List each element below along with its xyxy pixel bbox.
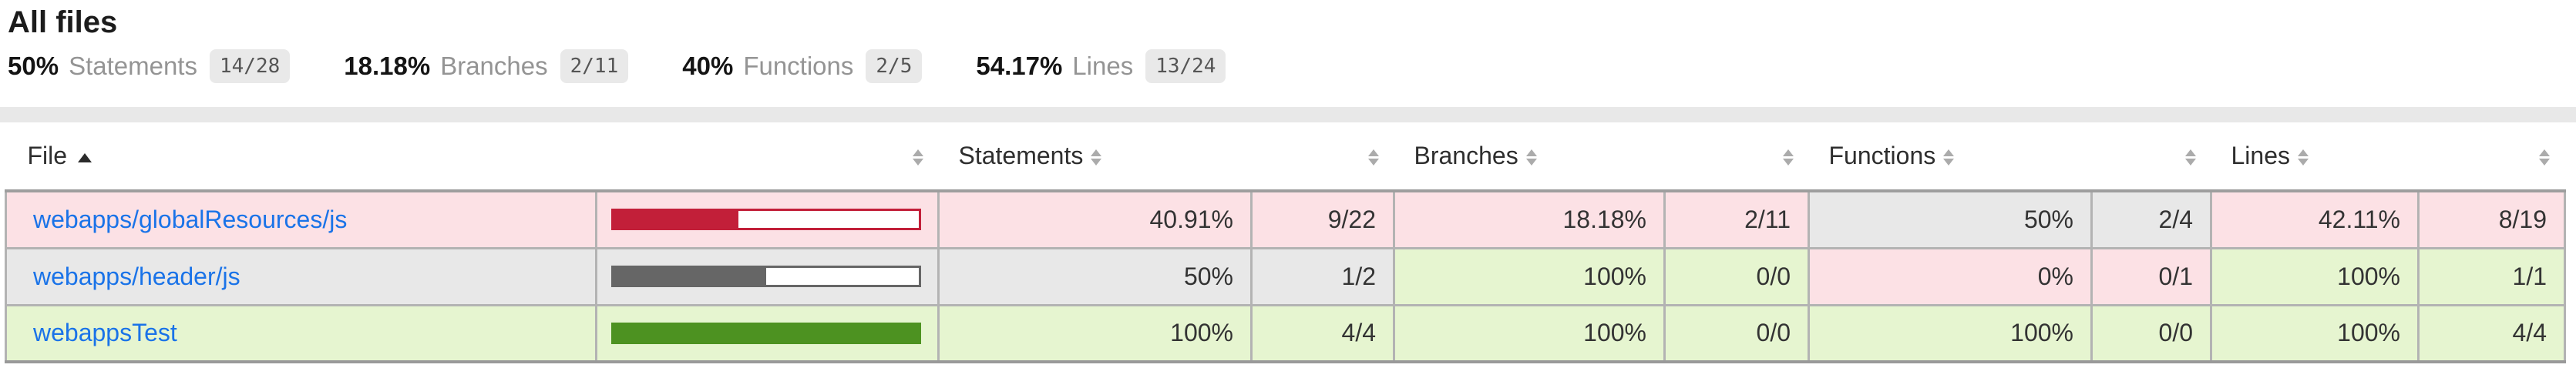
statements-raw-cell: 9/22 <box>1250 189 1395 249</box>
lines-raw-cell: 4/4 <box>2417 303 2566 363</box>
branches-pct-cell: 100% <box>1393 303 1666 363</box>
functions-pct-cell: 50% <box>1808 189 2093 249</box>
lines-raw-cell: 8/19 <box>2417 189 2566 249</box>
coverage-bar-fill <box>614 268 766 285</box>
sort-toggle-icon[interactable] <box>1525 149 1537 166</box>
column-header-lines-label: Lines <box>2231 142 2291 169</box>
metric-statements-pct: 50% <box>8 52 59 80</box>
coverage-metrics: 50% Statements 14/28 18.18% Branches 2/1… <box>8 49 2576 83</box>
metric-functions-pct: 40% <box>682 52 734 80</box>
functions-pct-cell: 100% <box>1808 303 2093 363</box>
page-title: All files <box>8 5 118 39</box>
branches-raw-cell: 0/0 <box>1663 246 1810 306</box>
column-header-lines[interactable]: Lines <box>2211 122 2419 192</box>
sort-toggle-icon[interactable] <box>2298 149 2309 166</box>
lines-raw-cell: 1/1 <box>2417 246 2566 306</box>
sort-toggle-icon[interactable] <box>1091 149 1102 166</box>
coverage-bar <box>611 322 921 344</box>
branches-pct-cell: 100% <box>1393 246 1666 306</box>
functions-raw-cell: 0/0 <box>2090 303 2212 363</box>
file-link[interactable]: webapps/header/js <box>33 262 240 290</box>
column-header-branches[interactable]: Branches <box>1394 122 1665 192</box>
column-header-lines-raw[interactable] <box>2418 122 2565 192</box>
sort-toggle-icon[interactable] <box>1943 149 1955 166</box>
sort-toggle-icon[interactable] <box>2184 149 2196 166</box>
metric-functions: 40% Functions 2/5 <box>682 49 923 83</box>
metric-lines: 54.17% Lines 13/24 <box>976 49 1226 83</box>
metric-functions-label: Functions <box>743 52 854 80</box>
metric-branches-pct: 18.18% <box>344 52 431 80</box>
table-header-row: File Statements Branches Functions Lines <box>5 122 2565 192</box>
metric-statements: 50% Statements 14/28 <box>8 49 291 83</box>
file-cell: webapps/header/js <box>5 246 597 306</box>
table-row: webapps/globalResources/js 40.91% 9/22 1… <box>5 189 2566 249</box>
lines-pct-cell: 100% <box>2210 246 2420 306</box>
column-header-statements-raw[interactable] <box>1251 122 1394 192</box>
metric-branches: 18.18% Branches 2/11 <box>344 49 629 83</box>
coverage-bar <box>611 266 921 287</box>
lines-pct-cell: 100% <box>2210 303 2420 363</box>
column-header-file[interactable]: File <box>5 122 597 192</box>
column-header-statements-label: Statements <box>958 142 1084 169</box>
column-header-branches-label: Branches <box>1414 142 1518 169</box>
sort-toggle-icon[interactable] <box>912 149 923 166</box>
sort-toggle-icon[interactable] <box>1367 149 1379 166</box>
chart-cell <box>595 189 940 249</box>
statements-raw-cell: 4/4 <box>1250 303 1395 363</box>
column-header-functions-label: Functions <box>1828 142 1936 169</box>
metric-lines-fraction: 13/24 <box>1145 49 1226 83</box>
functions-pct-cell: 0% <box>1808 246 2093 306</box>
file-cell: webappsTest <box>5 303 597 363</box>
chart-cell <box>595 303 940 363</box>
sort-toggle-icon[interactable] <box>1782 149 1794 166</box>
functions-raw-cell: 0/1 <box>2090 246 2212 306</box>
branches-raw-cell: 0/0 <box>1663 303 1810 363</box>
file-link[interactable]: webapps/globalResources/js <box>33 205 348 233</box>
coverage-bar-fill <box>614 324 919 342</box>
metric-lines-pct: 54.17% <box>976 52 1063 80</box>
file-link[interactable]: webappsTest <box>33 319 177 347</box>
metric-functions-fraction: 2/5 <box>866 49 923 83</box>
functions-raw-cell: 2/4 <box>2090 189 2212 249</box>
branches-raw-cell: 2/11 <box>1663 189 1810 249</box>
report-header: All files 50% Statements 14/28 18.18% Br… <box>0 5 2576 83</box>
metric-branches-fraction: 2/11 <box>560 49 629 83</box>
branches-pct-cell: 18.18% <box>1393 189 1666 249</box>
status-line <box>0 107 2576 122</box>
metric-branches-label: Branches <box>440 52 548 80</box>
file-cell: webapps/globalResources/js <box>5 189 597 249</box>
metric-statements-fraction: 14/28 <box>209 49 291 83</box>
metric-statements-label: Statements <box>69 52 197 80</box>
column-header-statements[interactable]: Statements <box>938 122 1252 192</box>
table-row: webapps/header/js 50% 1/2 100% 0/0 0% 0/… <box>5 246 2566 306</box>
statements-pct-cell: 40.91% <box>937 189 1253 249</box>
column-header-branches-raw[interactable] <box>1664 122 1809 192</box>
sort-ascending-icon[interactable] <box>78 152 92 162</box>
column-header-functions[interactable]: Functions <box>1808 122 2092 192</box>
metric-lines-label: Lines <box>1072 52 1134 80</box>
coverage-table: File Statements Branches Functions Lines… <box>5 122 2566 363</box>
column-header-functions-raw[interactable] <box>2091 122 2211 192</box>
statements-pct-cell: 50% <box>937 246 1253 306</box>
statements-pct-cell: 100% <box>937 303 1253 363</box>
table-row: webappsTest 100% 4/4 100% 0/0 100% 0/0 1… <box>5 303 2566 363</box>
chart-cell <box>595 246 940 306</box>
coverage-bar-fill <box>614 211 738 229</box>
column-header-chart[interactable] <box>596 122 939 192</box>
column-header-file-label: File <box>27 142 68 169</box>
statements-raw-cell: 1/2 <box>1250 246 1395 306</box>
sort-toggle-icon[interactable] <box>2538 149 2550 166</box>
coverage-bar <box>611 209 921 231</box>
lines-pct-cell: 42.11% <box>2210 189 2420 249</box>
